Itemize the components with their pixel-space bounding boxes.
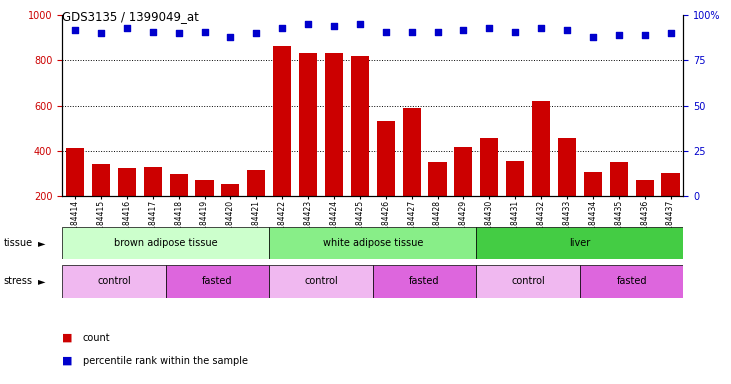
Bar	[195, 180, 213, 196]
Point	[535, 25, 547, 31]
Point	[380, 28, 392, 35]
Bar	[118, 168, 136, 196]
Bar	[558, 137, 576, 196]
Point	[173, 30, 184, 36]
Text: brown adipose tissue: brown adipose tissue	[114, 238, 218, 248]
Bar	[506, 161, 524, 196]
Bar	[662, 173, 680, 196]
Point	[561, 27, 573, 33]
Bar	[170, 174, 188, 196]
Point	[458, 27, 469, 33]
Text: GDS3135 / 1399049_at: GDS3135 / 1399049_at	[62, 10, 199, 23]
Point	[664, 30, 676, 36]
Point	[328, 23, 340, 29]
Bar	[92, 164, 110, 196]
Text: ►: ►	[38, 238, 45, 248]
Point	[302, 22, 314, 28]
Bar	[477, 227, 683, 259]
Bar	[455, 147, 472, 196]
Point	[406, 28, 417, 35]
Bar	[376, 121, 395, 196]
Text: fasted: fasted	[409, 276, 440, 286]
Text: stress: stress	[4, 276, 33, 286]
Bar	[532, 101, 550, 196]
Text: fasted: fasted	[202, 276, 232, 286]
Point	[251, 30, 262, 36]
Point	[121, 25, 133, 31]
Bar	[610, 162, 628, 196]
Bar	[269, 265, 373, 298]
Bar	[480, 138, 499, 196]
Point	[639, 32, 651, 38]
Bar	[269, 227, 477, 259]
Text: control: control	[511, 276, 545, 286]
Point	[510, 28, 521, 35]
Bar	[584, 172, 602, 196]
Text: white adipose tissue: white adipose tissue	[322, 238, 423, 248]
Point	[432, 28, 444, 35]
Point	[224, 34, 236, 40]
Bar	[428, 162, 447, 196]
Text: ■: ■	[62, 356, 72, 366]
Text: liver: liver	[569, 238, 591, 248]
Bar	[403, 108, 421, 196]
Bar	[299, 53, 317, 196]
Text: count: count	[83, 333, 110, 343]
Text: control: control	[97, 276, 131, 286]
Point	[483, 25, 495, 31]
Point	[587, 34, 599, 40]
Bar	[221, 184, 240, 196]
Bar	[247, 170, 265, 196]
Bar	[62, 227, 269, 259]
Bar	[373, 265, 477, 298]
Bar	[166, 265, 269, 298]
Point	[354, 22, 366, 28]
Text: percentile rank within the sample: percentile rank within the sample	[83, 356, 248, 366]
Text: fasted: fasted	[616, 276, 647, 286]
Point	[95, 30, 107, 36]
Point	[69, 27, 81, 33]
Point	[147, 28, 159, 35]
Point	[276, 25, 288, 31]
Text: ■: ■	[62, 333, 72, 343]
Text: tissue: tissue	[4, 238, 33, 248]
Bar	[635, 180, 654, 196]
Text: ►: ►	[38, 276, 45, 286]
Bar	[351, 56, 369, 196]
Point	[613, 32, 624, 38]
Bar	[62, 265, 166, 298]
Bar	[477, 265, 580, 298]
Bar	[273, 46, 291, 196]
Bar	[66, 149, 84, 196]
Bar	[325, 53, 343, 196]
Point	[199, 28, 211, 35]
Bar	[144, 167, 162, 196]
Bar	[580, 265, 683, 298]
Text: control: control	[304, 276, 338, 286]
